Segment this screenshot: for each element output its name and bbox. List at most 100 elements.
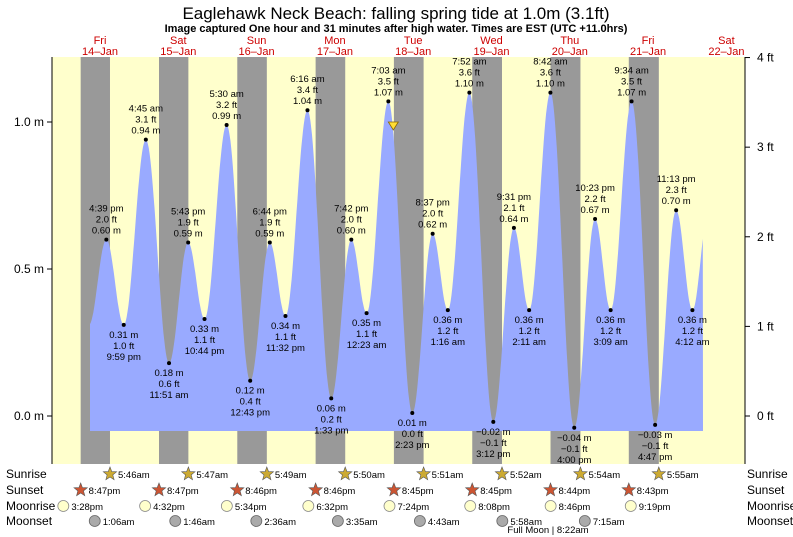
day-date: 20–Jan [552, 46, 588, 58]
sunrise-time: 5:52am [510, 470, 542, 481]
row-label-right: Moonset [747, 514, 793, 528]
row-label-left: Sunrise [6, 467, 47, 481]
axes: 0.0 m 0.5 m 1.0 m 0 ft 1 ft 2 ft 3 ft 4 ft [14, 51, 774, 464]
tide-height-ft: 2.0 ft [422, 209, 443, 220]
right-tick-label: 3 ft [757, 140, 774, 154]
moonrise-icon [139, 500, 152, 512]
tide-height-ft: 1.2 ft [600, 326, 621, 337]
moonrise-time: 8:08pm [478, 502, 510, 513]
tide-height-m: 0.59 m [255, 229, 284, 240]
day-date: 15–Jan [160, 46, 196, 58]
tide-point [674, 208, 679, 213]
row-label-right: Moonrise [747, 499, 793, 513]
tide-height-m: −0.02 m [476, 427, 511, 438]
tide-time: 8:37 pm [415, 198, 449, 209]
sunrise-icon [651, 466, 667, 481]
tide-point [104, 237, 109, 242]
sunset-time: 8:47pm [167, 486, 199, 497]
left-tick-label: 0.5 m [14, 262, 44, 276]
tide-height-m: 0.62 m [418, 220, 447, 231]
tide-height-m: 0.64 m [499, 214, 528, 225]
full-moon-note: Full Moon | 8:22am [507, 525, 588, 536]
tide-curve [90, 92, 703, 431]
chart-subtitle: Image captured One hour and 31 minutes a… [165, 23, 628, 35]
tide-height-m: 1.07 m [617, 87, 646, 98]
tide-height-m: 1.07 m [374, 87, 403, 98]
row-label-left: Sunset [6, 483, 44, 497]
tide-height-ft: 3.6 ft [459, 68, 480, 79]
tide-height-ft: 1.0 ft [113, 341, 134, 352]
tide-time: 12:43 pm [230, 408, 270, 419]
day-date: 17–Jan [317, 46, 353, 58]
tide-point [186, 240, 191, 245]
day-of-week: Fri [94, 35, 107, 47]
tide-time: 4:12 am [675, 337, 709, 348]
moonset-icon [250, 515, 263, 527]
sunset-time: 8:45pm [480, 486, 512, 497]
tide-height-ft: 1.9 ft [259, 218, 280, 229]
right-tick-label: 1 ft [757, 319, 774, 333]
tide-height-m: 0.12 m [236, 386, 265, 397]
tide-height-ft: 1.9 ft [178, 218, 199, 229]
moonrise-icon [57, 500, 70, 512]
tide-height-ft: 0.0 ft [402, 429, 423, 440]
tide-height-m: 0.36 m [678, 315, 707, 326]
chart-title: Eaglehawk Neck Beach: falling spring tid… [182, 4, 609, 23]
sunset-icon [151, 482, 167, 497]
tide-time: 9:59 pm [107, 352, 141, 363]
tide-point [267, 240, 272, 245]
tide-point [467, 90, 472, 95]
tide-height-m: 0.67 m [581, 205, 610, 216]
tide-height-ft: 2.0 ft [96, 215, 117, 226]
tide-time: 7:42 pm [334, 204, 368, 215]
tide-height-m: −0.04 m [557, 433, 592, 444]
tide-height-m: 0.60 m [337, 226, 366, 237]
tide-height-m: 0.36 m [515, 315, 544, 326]
sunset-time: 8:43pm [637, 486, 669, 497]
tide-height-ft: 1.2 ft [682, 326, 703, 337]
right-tick-label: 2 ft [757, 230, 774, 244]
tide-time: 9:34 am [614, 65, 648, 76]
tide-time: 7:52 am [452, 57, 486, 68]
tide-height-ft: −0.1 ft [561, 444, 588, 455]
moonset-time: 1:46am [183, 517, 215, 528]
tide-height-ft: 1.1 ft [194, 335, 215, 346]
tide-time: 10:23 pm [575, 183, 615, 194]
sunrise-time: 5:46am [118, 470, 150, 481]
moonrise-icon [302, 500, 315, 512]
sun-moon-table: Sunrise Sunrise Sunset Sunset Moonrise Moonri… [6, 466, 793, 536]
tide-height-ft: 2.3 ft [666, 185, 687, 196]
moonrise-time: 5:34pm [235, 502, 267, 513]
tide-height-ft: −0.1 ft [480, 438, 507, 449]
tide-point [548, 90, 553, 95]
tide-time: 5:43 pm [171, 207, 205, 218]
tide-height-ft: 3.6 ft [540, 68, 561, 79]
tide-height-m: −0.03 m [638, 430, 673, 441]
moonset-icon [414, 515, 426, 527]
moonset-icon [169, 515, 182, 527]
tide-time: 1:16 am [431, 337, 465, 348]
sunset-icon [308, 482, 324, 497]
day-date: 21–Jan [630, 46, 666, 58]
sunrise-icon [102, 466, 118, 481]
tide-point [445, 308, 450, 313]
moonrise-time: 3:28pm [71, 502, 103, 513]
sunrise-icon [180, 466, 196, 481]
sunset-icon [386, 482, 402, 497]
moonrise-icon [544, 500, 557, 512]
tide-height-m: 0.06 m [317, 403, 346, 414]
tide-point [349, 237, 354, 242]
tide-point [527, 308, 532, 313]
tide-point [248, 378, 253, 383]
moonrise-time: 4:32pm [153, 502, 185, 513]
sunrise-time: 5:55am [667, 470, 699, 481]
sunset-time: 8:44pm [559, 486, 591, 497]
tide-point [224, 122, 229, 127]
tide-time: 3:12 pm [476, 449, 510, 460]
day-of-week: Fri [642, 35, 655, 47]
tide-time: 6:44 pm [253, 207, 287, 218]
day-of-week: Sat [170, 35, 187, 47]
moonset-icon [578, 515, 591, 527]
tide-height-m: 0.33 m [190, 324, 219, 335]
tide-time: 11:32 pm [266, 343, 305, 354]
